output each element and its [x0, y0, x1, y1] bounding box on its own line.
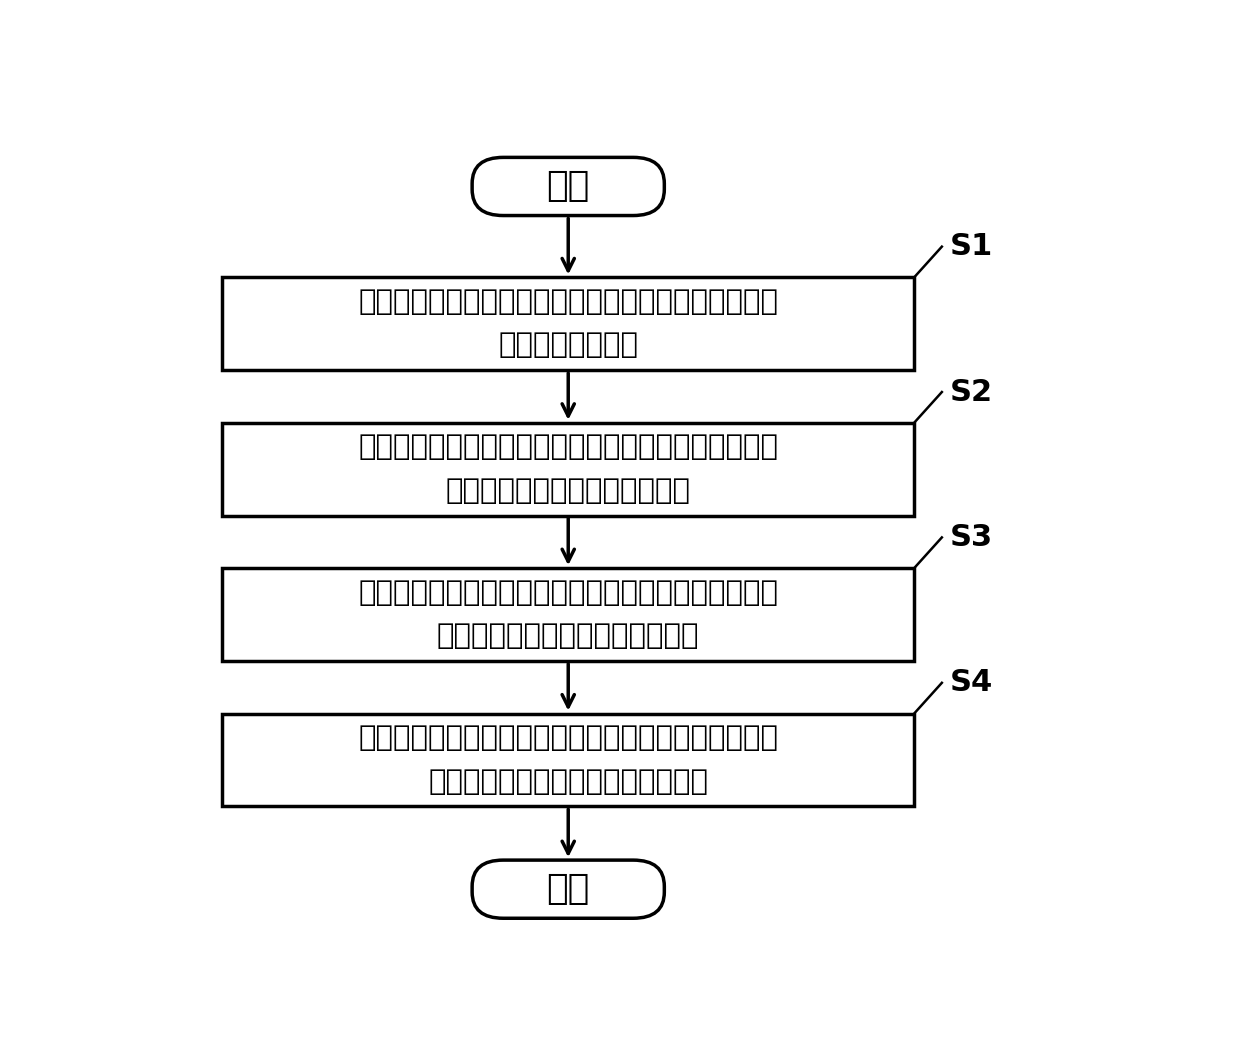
FancyBboxPatch shape — [222, 713, 914, 807]
Text: 结束: 结束 — [547, 872, 590, 906]
Text: 使用过程控制模块，将模糊量进行非模糊化处理，并根
据模糊查询结果，得到精确控制量: 使用过程控制模块，将模糊量进行非模糊化处理，并根 据模糊查询结果，得到精确控制量 — [358, 579, 779, 650]
Text: 根据精确控制量，控制调节阀调节阀门开度和控制变频
器调节风机频率，调节曝气池供气量: 根据精确控制量，控制调节阀调节阀门开度和控制变频 器调节风机频率，调节曝气池供气… — [358, 724, 779, 795]
Text: S3: S3 — [950, 522, 993, 552]
FancyBboxPatch shape — [222, 569, 914, 661]
Text: S2: S2 — [950, 378, 993, 407]
Text: S4: S4 — [950, 668, 993, 698]
FancyBboxPatch shape — [472, 860, 665, 918]
Text: S1: S1 — [950, 232, 993, 261]
FancyBboxPatch shape — [222, 277, 914, 370]
FancyBboxPatch shape — [472, 157, 665, 215]
Text: 开始: 开始 — [547, 170, 590, 204]
Text: 建立模糊控制规则，并根据模糊量和模糊控制规则，进
行模糊判别，得到模糊查询结果: 建立模糊控制规则，并根据模糊量和模糊控制规则，进 行模糊判别，得到模糊查询结果 — [358, 433, 779, 505]
FancyBboxPatch shape — [222, 423, 914, 516]
Text: 根据模糊化接口模块接收到的输入数据，进行精确量模
糊化，得到模糊量: 根据模糊化接口模块接收到的输入数据，进行精确量模 糊化，得到模糊量 — [358, 288, 779, 360]
